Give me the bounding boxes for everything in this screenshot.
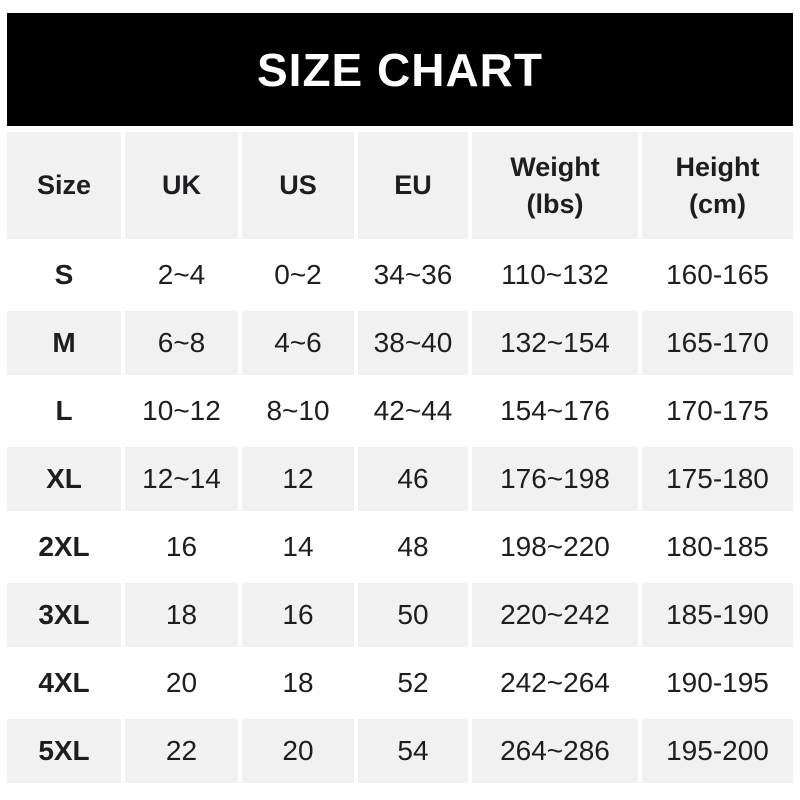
table-cell: 16	[242, 583, 354, 647]
table-cell: 20	[242, 719, 354, 783]
table-row: L 10~12 8~10 42~44 154~176 170-175	[7, 379, 793, 443]
table-cell: 54	[358, 719, 468, 783]
table-cell: 160-165	[642, 243, 793, 307]
column-header: Height (cm)	[642, 132, 793, 239]
size-label-cell: 5XL	[7, 719, 121, 783]
table-cell: 220~242	[472, 583, 638, 647]
table-header-row: Size UK US EU Weight (lbs) Height (cm)	[7, 132, 793, 239]
table-cell: 12~14	[125, 447, 238, 511]
table-cell: 4~6	[242, 311, 354, 375]
table-cell: 165-170	[642, 311, 793, 375]
table-cell: 180-185	[642, 515, 793, 579]
table-cell: 48	[358, 515, 468, 579]
size-label-cell: 3XL	[7, 583, 121, 647]
column-header: US	[242, 132, 354, 239]
table-cell: 38~40	[358, 311, 468, 375]
table-cell: 175-180	[642, 447, 793, 511]
table-cell: 10~12	[125, 379, 238, 443]
table-row: XL 12~14 12 46 176~198 175-180	[7, 447, 793, 511]
table-cell: 6~8	[125, 311, 238, 375]
table-cell: 132~154	[472, 311, 638, 375]
table-row: 5XL 22 20 54 264~286 195-200	[7, 719, 793, 783]
page-title: SIZE CHART	[257, 43, 543, 96]
table-cell: 34~36	[358, 243, 468, 307]
table-row: M 6~8 4~6 38~40 132~154 165-170	[7, 311, 793, 375]
table-cell: 42~44	[358, 379, 468, 443]
size-table: Size UK US EU Weight (lbs) Height (cm) S 2~4 0~…	[7, 132, 793, 783]
size-label-cell: XL	[7, 447, 121, 511]
table-cell: 185-190	[642, 583, 793, 647]
title-banner: SIZE CHART	[7, 13, 793, 126]
table-row: 3XL 18 16 50 220~242 185-190	[7, 583, 793, 647]
column-header: UK	[125, 132, 238, 239]
table-cell: 22	[125, 719, 238, 783]
table-row: S 2~4 0~2 34~36 110~132 160-165	[7, 243, 793, 307]
size-label-cell: M	[7, 311, 121, 375]
table-cell: 190-195	[642, 651, 793, 715]
table-cell: 110~132	[472, 243, 638, 307]
table-cell: 264~286	[472, 719, 638, 783]
table-cell: 8~10	[242, 379, 354, 443]
table-cell: 12	[242, 447, 354, 511]
table-cell: 18	[242, 651, 354, 715]
table-cell: 176~198	[472, 447, 638, 511]
table-cell: 198~220	[472, 515, 638, 579]
size-label-cell: S	[7, 243, 121, 307]
table-cell: 46	[358, 447, 468, 511]
column-header: Size	[7, 132, 121, 239]
table-cell: 16	[125, 515, 238, 579]
column-header: Weight (lbs)	[472, 132, 638, 239]
table-row: 4XL 20 18 52 242~264 190-195	[7, 651, 793, 715]
column-header: EU	[358, 132, 468, 239]
size-label-cell: L	[7, 379, 121, 443]
size-label-cell: 2XL	[7, 515, 121, 579]
table-cell: 20	[125, 651, 238, 715]
table-cell: 0~2	[242, 243, 354, 307]
table-cell: 170-175	[642, 379, 793, 443]
table-cell: 2~4	[125, 243, 238, 307]
table-cell: 154~176	[472, 379, 638, 443]
size-label-cell: 4XL	[7, 651, 121, 715]
table-cell: 14	[242, 515, 354, 579]
table-cell: 242~264	[472, 651, 638, 715]
table-cell: 18	[125, 583, 238, 647]
table-cell: 50	[358, 583, 468, 647]
table-cell: 52	[358, 651, 468, 715]
table-row: 2XL 16 14 48 198~220 180-185	[7, 515, 793, 579]
table-cell: 195-200	[642, 719, 793, 783]
